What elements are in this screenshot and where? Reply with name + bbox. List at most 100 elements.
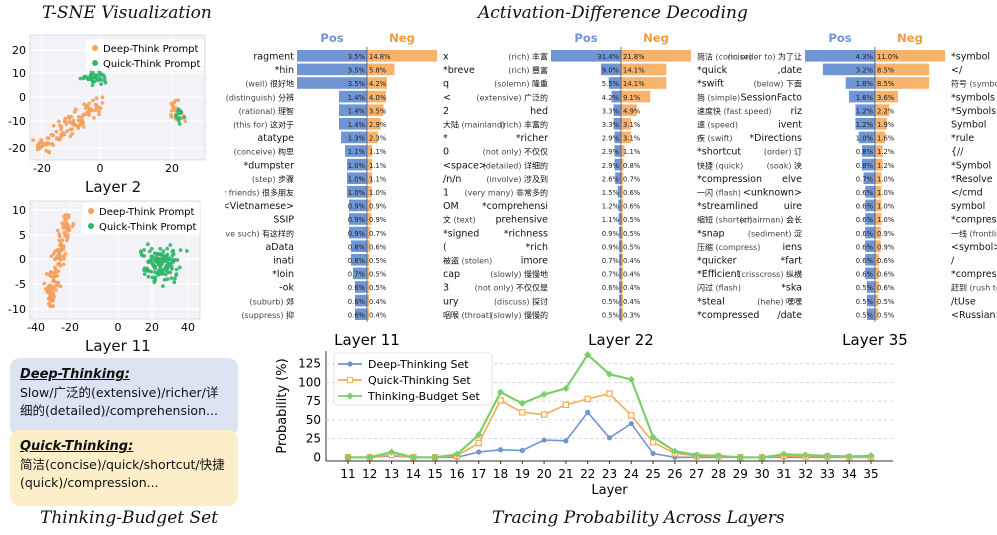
pos-bar — [355, 281, 367, 293]
neg-token-label: <Russian> — [951, 310, 997, 321]
pos-token: *Directions — [749, 133, 802, 144]
pos-value-label: 0.9% — [348, 230, 366, 238]
neg-token: 速 — [697, 121, 705, 130]
pos-token: SessionFacto — [741, 92, 803, 103]
tsne-point — [169, 113, 173, 117]
tsne-legend-marker-quick — [88, 223, 94, 229]
pos-token: <Vietnamese> — [225, 201, 294, 212]
data-point — [497, 447, 504, 453]
tsne-point — [46, 290, 51, 295]
neg-token-label: Symbol — [951, 120, 986, 131]
tsne-point — [40, 141, 44, 145]
neg-bar — [367, 50, 437, 62]
neg-token-label: ( — [443, 242, 447, 253]
x-tick-label: 18 — [493, 467, 508, 481]
tsne-point — [185, 249, 189, 253]
tsne-point — [62, 119, 67, 124]
tsne-point — [168, 270, 173, 275]
tsne-point — [152, 264, 157, 269]
pos-value-label: 0.8% — [348, 243, 366, 251]
neg-value-label: 0.5% — [877, 298, 895, 306]
neg-token-label: *symbols — [951, 92, 995, 103]
neg-bar — [875, 63, 930, 76]
neg-value-label: 1.6% — [877, 135, 895, 143]
neg-token: {// — [951, 147, 964, 158]
pos-token: 订 — [794, 147, 802, 157]
neg-bar — [875, 131, 886, 144]
tsne-point — [59, 247, 64, 251]
tsne-point — [176, 98, 181, 103]
neg-token-gloss: (shorten) — [713, 216, 752, 225]
y-axis-label: Probability (%) — [275, 358, 290, 453]
neg-token: </ — [951, 65, 963, 76]
neg-value-label: 9.1% — [623, 94, 641, 102]
pos-token-label: (suppress) 抑 — [241, 310, 294, 320]
neg-value-label: 14.1% — [623, 67, 645, 75]
legend-label: Thinking-Budget Set — [367, 390, 480, 403]
data-point — [344, 453, 352, 461]
tsne-point — [90, 70, 95, 75]
neg-bar — [367, 240, 370, 252]
neg-value-label: 0.7% — [369, 230, 387, 238]
tsne-point — [55, 228, 60, 233]
x-tick-label: 12 — [362, 467, 377, 481]
deep-thinking-heading: Deep-Thinking: — [20, 367, 130, 382]
neg-token-label: *compressed — [697, 310, 759, 321]
tsne-point — [177, 265, 182, 270]
neg-token: *signed — [443, 228, 479, 239]
tsne-point — [57, 234, 62, 239]
tsne-point — [57, 238, 62, 243]
pos-token: 慢慢地 — [524, 269, 548, 279]
neg-token-gloss: (simple) — [705, 93, 740, 102]
pos-value-label: 1.1% — [348, 148, 366, 156]
pos-token-gloss: (well) — [245, 80, 270, 89]
pos-token-gloss: (solemn) — [494, 80, 532, 89]
budget-title: Thinking-Budget Set — [40, 508, 219, 528]
pos-token-label: (many friends) 很多朋友 — [225, 188, 294, 198]
tsne-point — [85, 76, 90, 81]
neg-value-label: 0.6% — [877, 271, 895, 279]
tsne-point — [170, 254, 175, 258]
pos-bar — [297, 50, 367, 62]
neg-token: 0 — [443, 147, 449, 158]
pos-bar — [865, 186, 875, 198]
pos-token-label: SSIP — [273, 215, 294, 226]
pos-token-label: -ok — [279, 283, 294, 294]
pos-token: ragment — [253, 52, 294, 63]
tsne-point — [71, 121, 76, 126]
pos-bar — [861, 158, 875, 171]
pos-value-label: 1.4% — [348, 107, 366, 115]
x-axis-label: Layer — [591, 483, 628, 498]
neg-bar — [875, 226, 881, 239]
tsne-y-tick: 20 — [12, 44, 26, 57]
pos-value-label: 3.5% — [348, 67, 366, 75]
tsne-point — [145, 267, 150, 272]
neg-value-label: 1.2% — [877, 162, 895, 170]
pos-token: 理智 — [278, 106, 294, 116]
neg-token-gloss: (symbol) — [967, 80, 997, 89]
tsne-point — [146, 259, 151, 264]
pos-token-label: (rational) 理智 — [239, 106, 294, 116]
pos-value-label: 5.5% — [602, 80, 620, 88]
neg-token-label: </ — [951, 65, 963, 76]
neg-bar — [621, 226, 623, 239]
neg-token-label: 压缩 (compress) — [697, 242, 760, 252]
tsne-point — [146, 274, 151, 279]
pos-token: 郊 — [286, 296, 294, 306]
neg-bar — [875, 213, 882, 225]
pos-value-label: 1.6% — [856, 94, 874, 102]
neg-bar — [367, 199, 372, 212]
tsne-point — [162, 277, 167, 282]
pos-value-label: 0.6% — [348, 298, 366, 306]
tsne-point — [178, 248, 183, 252]
neg-token-label: *steal — [697, 296, 725, 307]
tsne-point — [59, 134, 64, 138]
pos-token-gloss: (involve) — [486, 175, 524, 184]
y-tick-label: 75 — [306, 394, 321, 408]
pos-token: 嘿嘿 — [786, 297, 802, 306]
pos-token: *dumpster — [243, 160, 294, 171]
pos-token-label: *Directions — [749, 133, 802, 144]
tsne-point — [63, 233, 68, 237]
tsne-point — [76, 118, 81, 123]
pos-token-gloss: (below) — [754, 80, 786, 89]
